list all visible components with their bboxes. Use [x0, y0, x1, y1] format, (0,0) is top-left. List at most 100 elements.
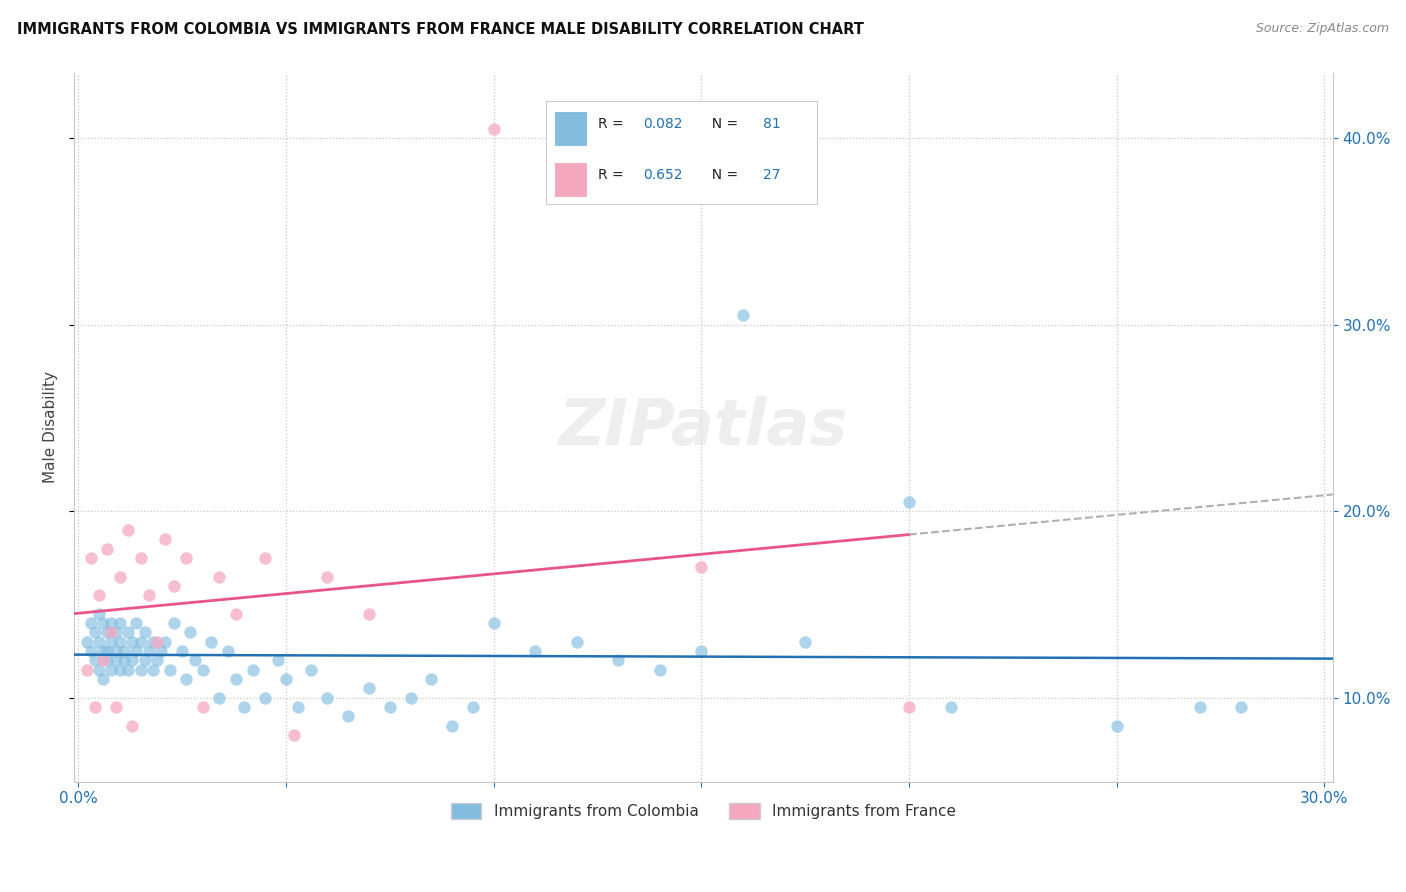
Point [287, 700, 309, 714]
Point [163, 579, 186, 593]
Point [1105, 719, 1128, 733]
Point [731, 309, 754, 323]
Point [690, 644, 713, 658]
Point [83, 700, 105, 714]
Point [174, 672, 197, 686]
Point [146, 653, 169, 667]
Point [87, 635, 110, 649]
Point [121, 653, 143, 667]
Point [83, 625, 105, 640]
Point [100, 635, 122, 649]
Point [76, 635, 98, 649]
Point [142, 635, 165, 649]
Point [108, 569, 131, 583]
Point [225, 607, 247, 621]
Point [91, 672, 114, 686]
Text: IMMIGRANTS FROM COLOMBIA VS IMMIGRANTS FROM FRANCE MALE DISABILITY CORRELATION C: IMMIGRANTS FROM COLOMBIA VS IMMIGRANTS F… [17, 22, 863, 37]
Point [607, 653, 630, 667]
Point [112, 644, 135, 658]
Point [1188, 700, 1211, 714]
Point [129, 635, 152, 649]
Point [100, 616, 122, 631]
Point [420, 672, 443, 686]
Point [565, 635, 588, 649]
Point [87, 588, 110, 602]
Point [316, 690, 339, 705]
Point [87, 663, 110, 677]
Point [80, 644, 103, 658]
Point [91, 616, 114, 631]
Point [129, 663, 152, 677]
Text: ZIPatlas: ZIPatlas [558, 396, 848, 458]
Point [125, 644, 148, 658]
Point [117, 625, 139, 640]
Point [208, 569, 231, 583]
Point [117, 663, 139, 677]
Point [441, 719, 464, 733]
Point [898, 700, 921, 714]
Point [357, 607, 380, 621]
Point [125, 616, 148, 631]
Point [299, 663, 322, 677]
Y-axis label: Male Disability: Male Disability [44, 371, 58, 483]
Point [129, 550, 152, 565]
Point [378, 700, 401, 714]
Point [100, 625, 122, 640]
Point [142, 663, 165, 677]
Point [233, 700, 256, 714]
Point [283, 728, 305, 742]
Point [939, 700, 962, 714]
Point [121, 719, 143, 733]
Point [96, 653, 118, 667]
Point [200, 635, 222, 649]
Point [96, 644, 118, 658]
Point [80, 550, 103, 565]
Point [150, 644, 173, 658]
Point [254, 550, 277, 565]
Point [461, 700, 484, 714]
Point [690, 560, 713, 574]
Point [337, 709, 360, 723]
Point [208, 690, 231, 705]
Point [174, 550, 197, 565]
Point [117, 523, 139, 537]
Point [108, 663, 131, 677]
Point [121, 635, 143, 649]
Point [96, 625, 118, 640]
Point [91, 644, 114, 658]
Point [96, 541, 118, 556]
Point [159, 663, 181, 677]
Point [172, 644, 194, 658]
Point [254, 690, 277, 705]
Point [163, 616, 186, 631]
Point [482, 122, 505, 136]
Point [482, 616, 505, 631]
Point [138, 588, 160, 602]
Point [898, 495, 921, 509]
Point [191, 700, 214, 714]
Point [225, 672, 247, 686]
Point [242, 663, 264, 677]
Point [146, 635, 169, 649]
Point [524, 644, 547, 658]
Point [1230, 700, 1253, 714]
Point [112, 653, 135, 667]
Point [104, 644, 127, 658]
Point [316, 569, 339, 583]
Point [108, 635, 131, 649]
Point [108, 616, 131, 631]
Point [87, 607, 110, 621]
Text: Source: ZipAtlas.com: Source: ZipAtlas.com [1256, 22, 1389, 36]
Point [138, 644, 160, 658]
Point [648, 663, 671, 677]
Point [266, 653, 288, 667]
Point [155, 533, 177, 547]
Point [183, 653, 205, 667]
Point [217, 644, 239, 658]
Point [104, 653, 127, 667]
Point [179, 625, 201, 640]
Point [76, 663, 98, 677]
Point [274, 672, 297, 686]
Point [104, 625, 127, 640]
Point [80, 616, 103, 631]
